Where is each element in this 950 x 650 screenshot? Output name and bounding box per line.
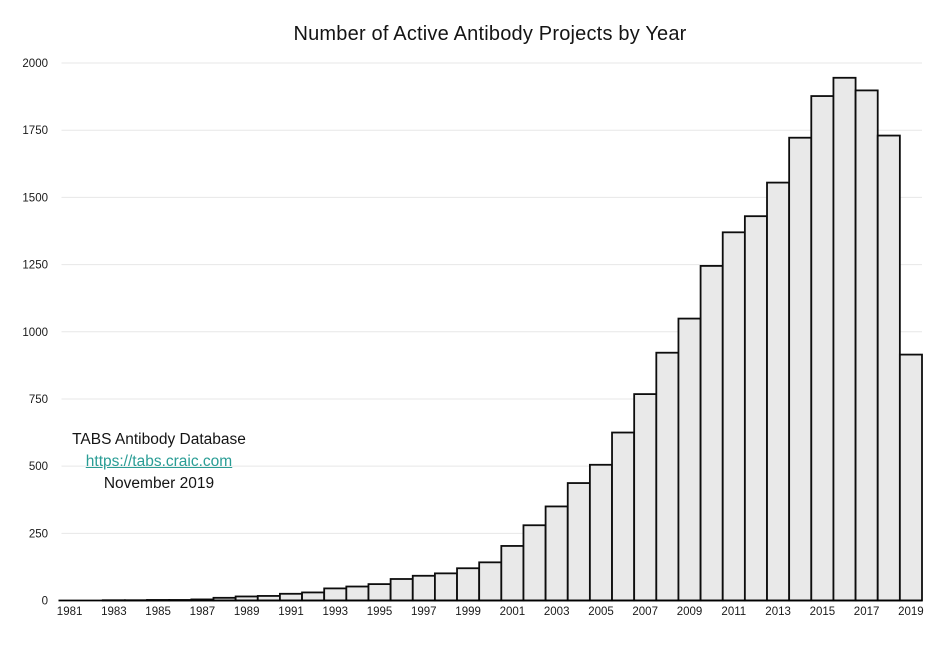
y-tick-label: 500 [29,461,48,473]
y-tick-label: 1500 [22,192,48,204]
x-tick-label: 1997 [411,606,437,618]
bar-2013 [766,181,791,602]
bar-1993 [323,587,348,602]
y-tick-label: 1250 [22,260,48,272]
x-tick-label: 2015 [810,606,836,618]
bar-1992 [301,591,326,602]
annotation-link-line: https://tabs.craic.com [38,451,280,473]
x-tick-label: 1989 [234,606,260,618]
x-tick-label: 2003 [544,606,570,618]
annotation-block: TABS Antibody Database https://tabs.crai… [38,429,280,495]
y-tick-label: 0 [42,596,48,608]
y-tick-label: 2000 [22,58,48,70]
x-tick-label: 2001 [500,606,526,618]
x-tick-label: 2011 [721,606,746,618]
bar-1997 [411,574,436,602]
x-tick-label: 1981 [57,606,83,618]
bar-2003 [544,505,569,602]
x-tick-label: 1987 [190,606,216,618]
x-tick-label: 1991 [278,606,304,618]
bar-2010 [699,265,724,602]
bar-2014 [788,136,813,602]
bar-2004 [566,482,591,602]
x-tick-label: 2009 [677,606,703,618]
bar-2002 [522,524,547,602]
y-tick-label: 1000 [22,327,48,339]
bar-1996 [389,578,414,602]
bar-2011 [721,231,746,602]
x-tick-label: 1985 [145,606,171,618]
annotation-date: November 2019 [103,475,215,492]
bar-2005 [588,463,613,602]
bar-2019 [898,353,923,602]
bar-2016 [832,76,857,602]
y-tick-label: 250 [29,528,48,540]
x-tick-label: 1983 [101,606,127,618]
bar-2017 [854,89,879,602]
bar-2006 [611,431,636,602]
bar-2015 [810,95,835,602]
bar-2018 [876,134,901,602]
bar-1991 [279,592,303,602]
bar-2012 [743,215,768,602]
bar-2007 [633,393,658,602]
x-tick-label: 2007 [632,606,658,618]
x-tick-label: 2019 [898,606,924,618]
x-tick-label: 2013 [765,606,791,618]
x-tick-label: 2017 [854,606,880,618]
bar-2000 [478,561,503,602]
x-tick-label: 1995 [367,606,393,618]
chart-title: Number of Active Antibody Projects by Ye… [293,23,687,45]
tabs-database-link[interactable]: https://tabs.craic.com [85,453,233,470]
bar-2001 [500,545,525,602]
bar-2009 [677,317,702,602]
annotation-source: TABS Antibody Database [72,431,246,448]
x-tick-label: 2005 [588,606,614,618]
bar-1998 [433,572,458,602]
bar-1999 [456,567,481,602]
bar-2008 [655,351,680,602]
x-tick-label: 1993 [323,606,349,618]
bar-1994 [345,585,370,602]
y-tick-label: 750 [29,394,48,406]
y-tick-label: 1750 [22,125,48,137]
x-tick-label: 1999 [455,606,481,618]
bar-1995 [367,583,392,602]
